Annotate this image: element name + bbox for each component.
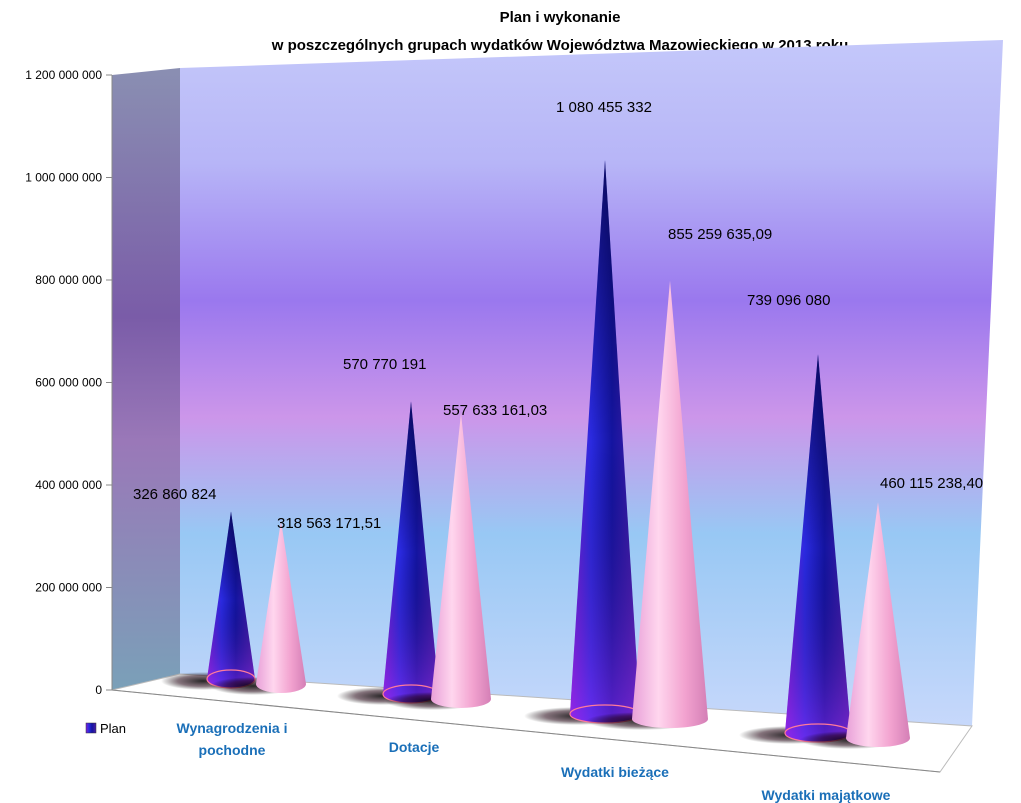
- side-wall: [112, 68, 180, 690]
- category-labels: Wynagrodzenia i pochodne Dotacje Wydatki bi…: [177, 720, 891, 803]
- data-label-plan: 739 096 080: [747, 292, 830, 309]
- data-labels: 326 860 824 570 770 191 1 080 455 332 739 0…: [133, 99, 983, 532]
- cone-wykonanie: [256, 520, 306, 693]
- cones: [161, 160, 910, 749]
- y-tick-label: 1 000 000 000: [25, 171, 102, 185]
- legend-label-plan: Plan: [100, 721, 126, 736]
- y-tick-label: 800 000 000: [35, 273, 102, 287]
- cone-wykonanie: [431, 413, 491, 708]
- data-label-plan: 570 770 191: [343, 356, 426, 373]
- cone-plan-shade: [785, 354, 851, 742]
- legend-swatch-plan: [85, 722, 97, 734]
- y-tick-label: 200 000 000: [35, 581, 102, 595]
- category-label: Wydatki bieżące: [561, 764, 669, 780]
- x-axis-line: [111, 689, 941, 773]
- data-label-wykonanie: 460 115 238,40: [880, 475, 983, 492]
- legend: Plan: [85, 721, 126, 736]
- y-tick-label: 0: [95, 683, 102, 697]
- cone-plan-shade: [570, 160, 640, 723]
- y-tick-label: 400 000 000: [35, 478, 102, 492]
- category-label: Wydatki majątkowe: [762, 787, 891, 803]
- data-label-wykonanie: 318 563 171,51: [277, 515, 381, 532]
- chart-subtitle: w poszczególnych grupach wydatków Wojewó…: [271, 37, 849, 54]
- y-tick-label: 1 200 000 000: [25, 68, 102, 82]
- cone-plan-shade: [383, 401, 439, 703]
- category-label: Dotacje: [389, 739, 440, 755]
- y-tick-label: 600 000 000: [35, 376, 102, 390]
- category-label: pochodne: [199, 742, 266, 758]
- data-label-wykonanie: 557 633 161,03: [443, 402, 547, 419]
- data-label-plan: 326 860 824: [133, 486, 216, 503]
- data-label-wykonanie: 855 259 635,09: [668, 226, 772, 243]
- cone-wykonanie: [632, 280, 708, 728]
- cone-plan-shade: [207, 511, 255, 688]
- cone-wykonanie: [846, 502, 910, 747]
- category-label: Wynagrodzenia i: [177, 720, 288, 736]
- y-axis-ticks: 0 200 000 000 400 000 000 600 000 000 800 00…: [25, 68, 112, 697]
- chart-title: Plan i wykonanie: [500, 9, 621, 26]
- data-label-plan: 1 080 455 332: [556, 99, 652, 116]
